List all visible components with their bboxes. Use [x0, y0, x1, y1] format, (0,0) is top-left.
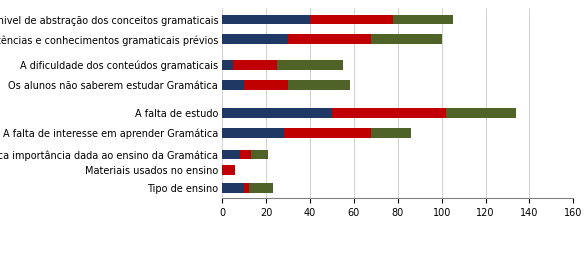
Bar: [249, 183, 273, 193]
Bar: [288, 80, 350, 90]
Bar: [332, 108, 446, 118]
Bar: [233, 60, 277, 70]
Bar: [222, 34, 288, 44]
Legend: 1º mais importante, 2º mais importante, 3º mais importante: 1º mais importante, 2º mais importante, …: [198, 251, 585, 254]
Bar: [222, 165, 235, 175]
Bar: [245, 183, 249, 193]
Bar: [222, 183, 245, 193]
Bar: [222, 60, 233, 70]
Bar: [251, 150, 269, 160]
Bar: [277, 60, 343, 70]
Bar: [393, 14, 453, 24]
Bar: [288, 34, 371, 44]
Bar: [222, 128, 284, 138]
Bar: [222, 150, 240, 160]
Bar: [371, 128, 411, 138]
Bar: [446, 108, 517, 118]
Bar: [222, 14, 310, 24]
Bar: [310, 14, 393, 24]
Bar: [240, 150, 251, 160]
Bar: [284, 128, 371, 138]
Bar: [371, 34, 442, 44]
Bar: [222, 80, 245, 90]
Bar: [222, 108, 332, 118]
Bar: [245, 80, 288, 90]
